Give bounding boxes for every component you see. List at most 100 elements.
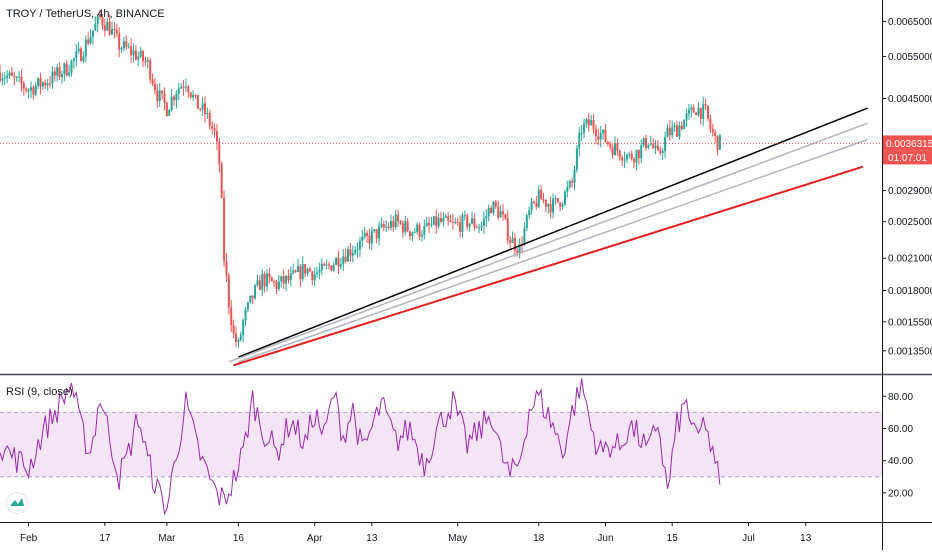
- candle-body: [702, 104, 705, 119]
- candle-body: [89, 36, 92, 44]
- candle-body: [559, 202, 562, 207]
- candle-body: [3, 77, 6, 79]
- symbol-title: TROY / TetherUS, 4h, BINANCE: [6, 8, 165, 20]
- candle-body: [232, 325, 235, 334]
- candle-body: [204, 103, 207, 115]
- candle-body: [635, 150, 638, 163]
- candle-body: [580, 132, 583, 134]
- candle-body: [511, 237, 514, 243]
- candle-body: [82, 56, 85, 62]
- candle-body: [335, 257, 338, 265]
- candle-body: [540, 189, 543, 200]
- candle-body: [535, 202, 538, 208]
- candle-body: [22, 83, 25, 89]
- candle-body: [494, 201, 497, 207]
- candle-body: [666, 128, 669, 138]
- candle-body: [0, 72, 1, 81]
- last-price-tag: [883, 135, 932, 151]
- candle-body: [499, 211, 502, 218]
- candle-body: [20, 76, 23, 84]
- candle-body: [623, 159, 626, 161]
- candle-body: [296, 266, 299, 272]
- candle-body: [65, 63, 68, 76]
- candle-body: [51, 71, 54, 84]
- candle-body: [704, 104, 707, 106]
- time-axis-label: May: [448, 533, 467, 544]
- time-axis-label: 15: [667, 533, 679, 544]
- candle-body: [68, 72, 71, 76]
- time-axis-label: Feb: [20, 533, 38, 544]
- candle-body: [332, 264, 335, 271]
- candle-body: [621, 157, 624, 161]
- candle-body: [270, 277, 273, 282]
- price-axis-label: 0.0045000: [888, 94, 932, 105]
- candle-body: [289, 273, 292, 281]
- candle-body: [206, 113, 209, 115]
- candle-body: [566, 186, 569, 192]
- price-axis-label: 0.0018000: [888, 286, 932, 297]
- candle-body: [385, 226, 388, 228]
- candle-body: [285, 275, 288, 284]
- candle-body: [718, 135, 721, 150]
- candle-body: [287, 275, 290, 281]
- candle-body: [37, 78, 40, 86]
- candle-body: [363, 232, 366, 237]
- candle-body: [432, 216, 435, 225]
- candle-body: [344, 256, 347, 262]
- candle-body: [277, 281, 280, 289]
- candle-body: [444, 216, 447, 218]
- candle-body: [84, 39, 87, 57]
- candle-body: [568, 180, 571, 187]
- candle-body: [497, 206, 500, 218]
- candle-body: [39, 78, 42, 87]
- candle-body: [347, 249, 350, 262]
- candle-body: [501, 211, 504, 215]
- candle-body: [687, 109, 690, 114]
- candle-body: [597, 136, 600, 140]
- candle-body: [187, 86, 190, 93]
- candle-body: [697, 107, 700, 116]
- candle-body: [594, 129, 597, 137]
- candle-body: [478, 227, 481, 229]
- candle-body: [685, 113, 688, 121]
- candle-body: [585, 119, 588, 124]
- candle-body: [637, 150, 640, 159]
- candle-body: [542, 199, 545, 201]
- candle-body: [706, 105, 709, 119]
- candle-body: [461, 215, 464, 232]
- candle-body: [556, 197, 559, 203]
- trendline-red-3: [233, 165, 864, 367]
- candle-body: [256, 280, 259, 286]
- candle-body: [130, 46, 133, 55]
- candle-body: [563, 191, 566, 205]
- candle-body: [449, 220, 452, 222]
- price-axis-label: 0.0055000: [888, 52, 932, 63]
- candle-body: [428, 222, 431, 226]
- candle-body: [649, 143, 652, 145]
- candle-body: [323, 263, 326, 266]
- candle-body: [306, 268, 309, 274]
- rsi-band: [0, 412, 882, 477]
- price-axis-label: 0.0015500: [888, 317, 932, 328]
- candle-body: [554, 197, 557, 200]
- candle-body: [361, 236, 364, 241]
- candle-body: [337, 257, 340, 267]
- candle-body: [616, 143, 619, 151]
- rsi-title: RSI (9, close): [6, 386, 73, 398]
- candle-body: [349, 249, 352, 256]
- candle-body: [549, 204, 552, 213]
- candle-body: [301, 264, 304, 280]
- candle-body: [528, 210, 531, 216]
- candle-body: [420, 235, 423, 237]
- candle-body: [87, 39, 90, 44]
- candle-body: [72, 58, 75, 61]
- candle-body: [640, 145, 643, 159]
- candle-body: [664, 137, 667, 152]
- candle-body: [58, 67, 61, 77]
- candle-body: [94, 24, 97, 31]
- candle-body: [671, 127, 674, 136]
- candle-body: [46, 83, 49, 86]
- candle-body: [575, 148, 578, 170]
- time-axis-label: 13: [800, 533, 812, 544]
